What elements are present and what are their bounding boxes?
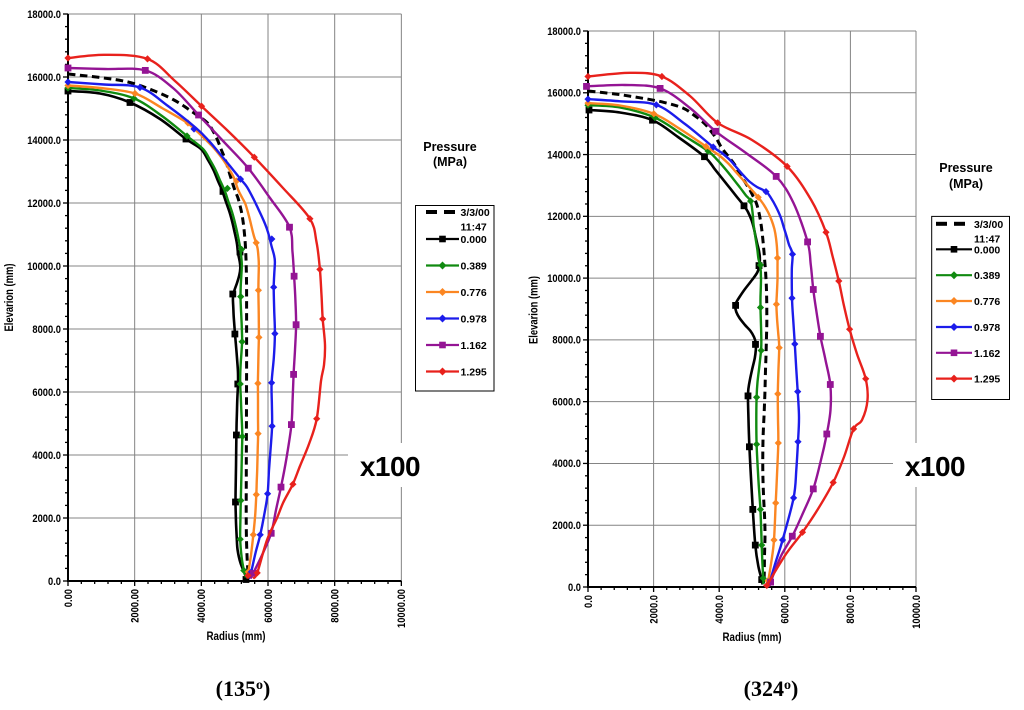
svg-text:0.389: 0.389 xyxy=(974,270,1000,282)
svg-text:0.000: 0.000 xyxy=(461,234,487,246)
svg-text:0.776: 0.776 xyxy=(974,296,1000,308)
svg-text:10000.0: 10000.0 xyxy=(27,261,61,273)
svg-text:Elevarion (mm): Elevarion (mm) xyxy=(529,276,541,344)
svg-text:0.776: 0.776 xyxy=(461,287,487,299)
svg-text:Radius (mm): Radius (mm) xyxy=(723,630,782,644)
svg-text:10000.0: 10000.0 xyxy=(911,595,923,629)
svg-text:2000.0: 2000.0 xyxy=(648,595,660,624)
svg-text:(MPa): (MPa) xyxy=(949,177,983,191)
svg-text:1.162: 1.162 xyxy=(461,340,487,352)
svg-text:(135o): (135o) xyxy=(216,676,271,701)
svg-text:14000.0: 14000.0 xyxy=(27,135,61,147)
svg-text:0.00: 0.00 xyxy=(63,589,75,607)
svg-text:4000.00: 4000.00 xyxy=(196,589,208,623)
svg-text:4000.0: 4000.0 xyxy=(32,450,61,462)
svg-text:14000.0: 14000.0 xyxy=(547,149,581,161)
svg-text:0.978: 0.978 xyxy=(974,322,1000,334)
svg-text:6000.0: 6000.0 xyxy=(780,595,792,624)
svg-text:8000.0: 8000.0 xyxy=(32,324,61,336)
svg-text:11:47: 11:47 xyxy=(461,222,487,234)
svg-text:8000.0: 8000.0 xyxy=(552,335,581,347)
svg-text:6000.0: 6000.0 xyxy=(552,397,581,409)
svg-text:12000.0: 12000.0 xyxy=(27,198,61,210)
svg-text:6000.00: 6000.00 xyxy=(263,589,275,623)
svg-text:3/3/00: 3/3/00 xyxy=(974,219,1003,231)
svg-text:1.295: 1.295 xyxy=(974,374,1000,386)
svg-text:18000.0: 18000.0 xyxy=(547,26,581,38)
svg-text:0.389: 0.389 xyxy=(461,261,487,273)
svg-text:10000.0: 10000.0 xyxy=(547,273,581,285)
svg-text:0.0: 0.0 xyxy=(568,582,581,594)
svg-text:16000.0: 16000.0 xyxy=(547,88,581,100)
svg-text:2000.00: 2000.00 xyxy=(130,589,142,623)
svg-text:2000.0: 2000.0 xyxy=(552,520,581,532)
svg-text:16000.0: 16000.0 xyxy=(27,72,61,84)
svg-text:3/3/00: 3/3/00 xyxy=(461,207,490,219)
svg-text:(324o): (324o) xyxy=(744,676,799,701)
svg-text:0.000: 0.000 xyxy=(974,244,1000,256)
svg-text:Pressure: Pressure xyxy=(423,140,477,154)
svg-text:8000.0: 8000.0 xyxy=(845,595,857,624)
svg-text:Pressure: Pressure xyxy=(939,161,993,175)
svg-text:0.0: 0.0 xyxy=(583,595,595,608)
svg-text:11:47: 11:47 xyxy=(974,233,1000,245)
svg-text:x100: x100 xyxy=(360,451,420,482)
svg-text:4000.0: 4000.0 xyxy=(552,458,581,470)
svg-text:0.0: 0.0 xyxy=(48,576,61,588)
svg-text:Elevarion (mm): Elevarion (mm) xyxy=(4,263,16,331)
svg-text:4000.0: 4000.0 xyxy=(714,595,726,624)
svg-text:Radius (mm): Radius (mm) xyxy=(207,629,266,643)
svg-text:1.162: 1.162 xyxy=(974,348,1000,360)
svg-text:8000.00: 8000.00 xyxy=(330,589,342,623)
svg-text:18000.0: 18000.0 xyxy=(27,9,61,21)
svg-text:(MPa): (MPa) xyxy=(433,155,467,169)
svg-text:2000.0: 2000.0 xyxy=(32,513,61,525)
svg-text:x100: x100 xyxy=(905,451,965,482)
svg-text:10000.00: 10000.00 xyxy=(396,589,408,628)
svg-text:1.295: 1.295 xyxy=(461,367,487,379)
svg-text:12000.0: 12000.0 xyxy=(547,211,581,223)
svg-text:6000.0: 6000.0 xyxy=(32,387,61,399)
svg-text:0.978: 0.978 xyxy=(461,314,487,326)
